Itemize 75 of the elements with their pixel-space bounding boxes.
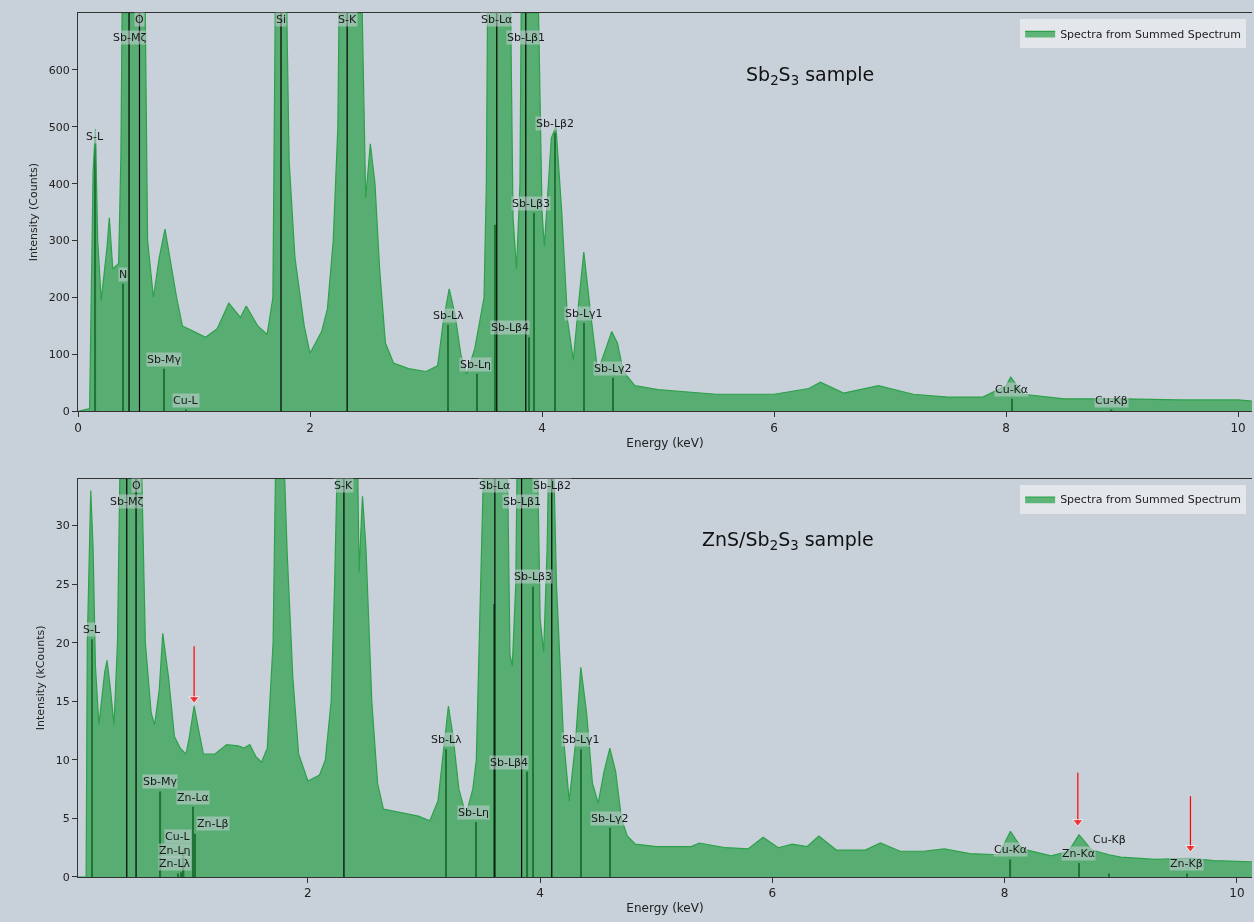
annotation: Cu-Kβ (1093, 833, 1126, 846)
y-tick-label: 500 (48, 120, 70, 134)
y-tick-label: 300 (48, 234, 70, 248)
annotation: N (119, 268, 128, 281)
y-tick-label: 25 (55, 577, 70, 591)
x-tick-label: 10 (1229, 886, 1245, 901)
annotation: Sb-Lλ (431, 733, 463, 746)
y-tick-label: 0 (62, 405, 70, 419)
annotation: Sb-Lγ2 (591, 812, 629, 825)
x-axis-title: Energy (keV) (626, 435, 704, 450)
y-tick-label: 30 (55, 519, 70, 533)
x-axis-title: Energy (keV) (626, 901, 704, 916)
annotation: S-L (83, 623, 101, 636)
x-tick-label: 8 (1000, 886, 1009, 901)
annotation: Sb-Lβ3 (512, 197, 551, 210)
annotation: S-K (334, 479, 353, 492)
annotation: Sb-Mζ (113, 31, 147, 44)
x-tick-label: 2 (304, 886, 312, 901)
text: Sb$_{2}$S$_{3}$ sample (746, 63, 875, 88)
annotation: Sb-Lγ2 (594, 362, 632, 375)
annotation: Sb-Lα (479, 479, 511, 492)
x-tick-label: 2 (306, 420, 314, 435)
annotation: Sb-Mγ (147, 353, 182, 366)
y-tick-label: 10 (55, 753, 70, 767)
x-tick-label: 4 (536, 886, 544, 901)
annotation: Cu-Kα (995, 383, 1029, 396)
annotation: Zn-Lη (159, 844, 191, 857)
annotation: Sb-Lβ4 (491, 321, 530, 334)
legend-label: Spectra from Summed Spectrum (1060, 493, 1242, 507)
x-tick-label: 0 (74, 420, 82, 435)
y-tick-label: 200 (48, 291, 70, 305)
text: ZnS/Sb$_{2}$S$_{3}$ sample (702, 528, 874, 553)
y-axis-title: Intensity (kCounts) (34, 625, 48, 731)
annotation: Zn-Lβ (197, 817, 229, 830)
y-tick-label: 600 (48, 63, 70, 77)
annotation: Cu-L (165, 830, 191, 843)
y-tick-label: 5 (62, 812, 70, 826)
annotation: Cu-Kβ (1095, 394, 1128, 407)
x-tick-label: 6 (768, 886, 777, 901)
x-tick-label: 8 (1002, 420, 1010, 435)
annotation: Cu-Kα (994, 843, 1028, 856)
annotation: O (132, 479, 141, 492)
annotation: S-K (338, 13, 357, 26)
x-tick-label: 4 (538, 420, 546, 435)
annotation: Sb-Lη (460, 358, 492, 371)
y-tick-label: 15 (55, 695, 70, 709)
y-tick-label: 0 (62, 870, 70, 884)
annotation: Zn-Lλ (159, 857, 191, 870)
x-tick-label: 10 (1230, 420, 1246, 435)
annotation: Sb-Lβ2 (536, 117, 575, 130)
y-tick-label: 20 (55, 636, 70, 650)
x-tick-label: 6 (770, 420, 778, 435)
legend-label: Spectra from Summed Spectrum (1060, 27, 1242, 41)
annotation: Sb-Lβ4 (490, 756, 529, 769)
y-axis-title: Intensity (Counts) (27, 162, 41, 262)
annotation: Sb-Mζ (110, 495, 144, 508)
annotation: Sb-Mγ (143, 775, 178, 788)
annotation: Sb-Lγ1 (565, 307, 603, 320)
annotation: Sb-Lη (458, 806, 490, 819)
annotation: O (135, 13, 144, 26)
y-tick-label: 400 (48, 177, 70, 191)
annotation: Si (276, 13, 287, 26)
annotation: Sb-Lβ1 (507, 31, 546, 44)
annotation: Zn-Kβ (1170, 857, 1203, 870)
annotation: Sb-Lβ3 (514, 570, 553, 583)
annotation: Zn-Lα (177, 791, 209, 804)
annotation: S-L (86, 130, 104, 143)
annotation: Zn-Kα (1062, 847, 1095, 860)
annotation: Cu-L (173, 394, 199, 407)
annotation: Sb-Lγ1 (562, 733, 600, 746)
y-tick-label: 100 (48, 348, 70, 362)
annotation: Sb-Lλ (433, 309, 465, 322)
annotation: Sb-Lα (481, 13, 513, 26)
annotation: Sb-Lβ1 (503, 495, 542, 508)
annotation: Sb-Lβ2 (533, 479, 572, 492)
